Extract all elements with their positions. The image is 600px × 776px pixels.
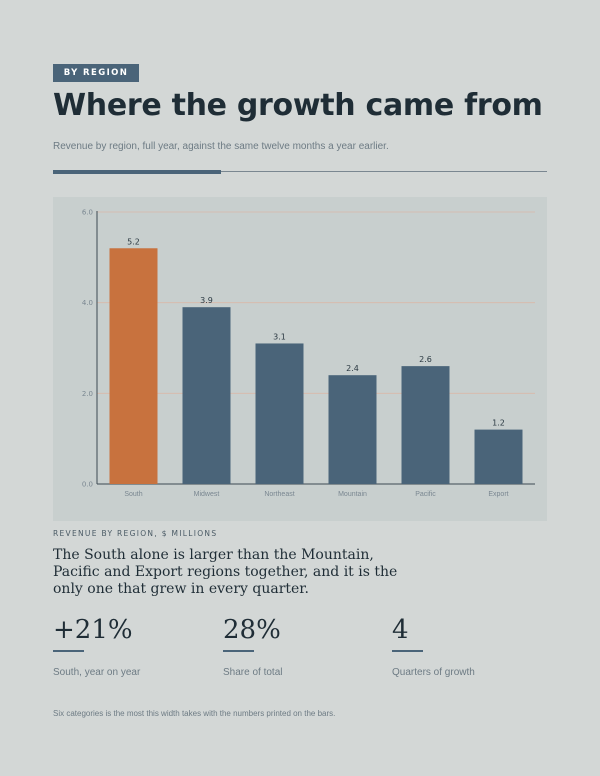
bar-midwest [182, 307, 231, 484]
bar-value-label: 3.9 [200, 296, 213, 305]
takeaway-text: The South alone is larger than the Mount… [53, 547, 398, 597]
stat-rule [392, 650, 423, 652]
stat-quarters-growth: 4 Quarters of growth [392, 614, 542, 678]
bar-value-label: 2.4 [346, 364, 359, 373]
stat-share-of-total: 28% Share of total [223, 614, 373, 678]
stat-value: +21% [53, 615, 133, 645]
stat-south-growth: +21% South, year on year [53, 614, 203, 678]
bar-value-label: 2.6 [419, 355, 432, 364]
footnote: Six categories is the most this width ta… [53, 709, 336, 718]
x-tick-label: Midwest [194, 491, 220, 498]
y-tick-label: 4.0 [82, 299, 93, 307]
bar-value-label: 5.2 [127, 237, 140, 246]
y-tick-label: 2.0 [82, 390, 93, 398]
bar-mountain [328, 375, 377, 484]
bar-export [474, 429, 523, 484]
bar-chart: 0.0 2.0 4.0 6.0 5.2 South 3.9 Midwest 3.1 Northea… [82, 209, 535, 498]
stat-label: Share of total [223, 667, 283, 678]
stat-rule [223, 650, 254, 652]
bar-south [109, 248, 158, 484]
stat-rule [53, 650, 84, 652]
chart-panel: 0.0 2.0 4.0 6.0 5.2 South 3.9 Midwest 3.1 Northea… [53, 197, 547, 521]
stat-label: Quarters of growth [392, 667, 475, 678]
x-tick-label: South [124, 491, 142, 498]
stat-value: 4 [392, 615, 409, 645]
page-title: Where the growth came from [53, 88, 543, 123]
bar-value-label: 3.1 [273, 332, 286, 341]
chart-caption: REVENUE BY REGION, $ MILLIONS [53, 529, 218, 538]
page-subtitle: Revenue by region, full year, against th… [53, 141, 389, 152]
divider-rule [53, 171, 547, 172]
divider-accent [53, 169, 221, 174]
bar-value-label: 1.2 [492, 419, 505, 428]
x-tick-label: Mountain [338, 491, 367, 498]
bar-northeast [255, 343, 304, 484]
y-tick-label: 6.0 [82, 209, 93, 217]
section-badge: BY REGION [53, 64, 139, 82]
y-tick-label: 0.0 [82, 481, 93, 489]
stat-label: South, year on year [53, 667, 141, 678]
stat-value: 28% [223, 615, 281, 645]
x-tick-label: Northeast [264, 491, 294, 498]
bar-pacific [401, 366, 450, 484]
x-tick-label: Export [488, 491, 508, 498]
x-tick-label: Pacific [415, 491, 436, 498]
